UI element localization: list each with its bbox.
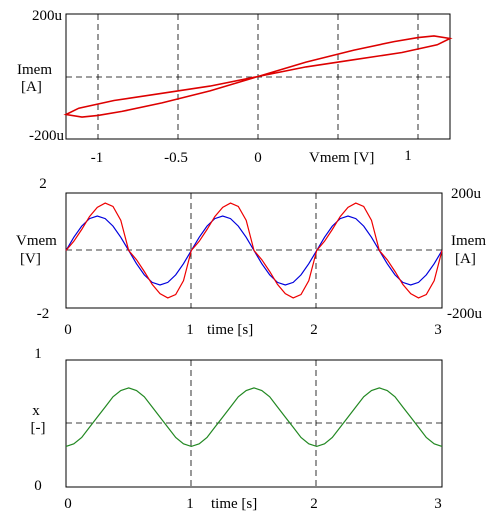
y-tick-200u: 200u xyxy=(32,8,63,24)
state-plot-frame xyxy=(65,359,443,488)
y-axis-label-top: x xyxy=(32,403,40,419)
x-tick-3: 3 xyxy=(434,496,442,512)
y2-axis-label-top: Imem xyxy=(451,233,486,249)
y-tick-minus-200u: -200u xyxy=(29,128,64,144)
x-tick-1: 1 xyxy=(186,322,194,338)
y2-axis-label-bottom: [A] xyxy=(455,251,476,267)
x-tick-1: 1 xyxy=(404,148,412,164)
y-axis-label-top: Imem xyxy=(17,62,52,78)
x-tick-1: 1 xyxy=(186,496,194,512)
y-tick-1: 1 xyxy=(34,346,42,362)
y-tick-minus-2: -2 xyxy=(37,306,50,322)
y-axis-label-top: Vmem xyxy=(16,233,57,249)
y-tick-2: 2 xyxy=(39,176,47,192)
x-tick-minus-0.5: -0.5 xyxy=(164,150,188,166)
y-axis-label-bottom: [V] xyxy=(20,251,41,267)
y-axis-label-bottom: [A] xyxy=(21,79,42,95)
x-tick-minus-1: -1 xyxy=(91,150,104,166)
current-series xyxy=(65,202,443,299)
y-axis-label-bottom: [-] xyxy=(31,420,46,436)
hysteresis-panel: 200u -200u Imem [A] -1 -0.5 0 Vmem [V] 1 xyxy=(17,8,453,166)
state-series xyxy=(65,387,443,448)
x-axis-label: Vmem [V] xyxy=(309,150,374,166)
hysteresis-loop-series xyxy=(63,35,453,118)
x-tick-0: 0 xyxy=(64,496,72,512)
y2-tick-minus-200u: -200u xyxy=(447,306,482,322)
x-tick-3: 3 xyxy=(434,322,442,338)
x-tick-0: 0 xyxy=(254,150,262,166)
x-axis-label: time [s] xyxy=(207,322,253,338)
time-series-panel: 2 -2 Vmem [V] 200u Imem [A] -200u 0 1 ti… xyxy=(16,176,486,338)
x-tick-2: 2 xyxy=(310,322,318,338)
x-tick-2: 2 xyxy=(310,496,318,512)
x-tick-0: 0 xyxy=(64,322,72,338)
y2-tick-200u: 200u xyxy=(451,186,482,202)
y-tick-0: 0 xyxy=(34,478,42,494)
state-grid xyxy=(66,360,442,487)
state-panel: 1 0 x [-] 0 1 time [s] 2 3 xyxy=(31,346,443,512)
x-axis-label: time [s] xyxy=(211,496,257,512)
